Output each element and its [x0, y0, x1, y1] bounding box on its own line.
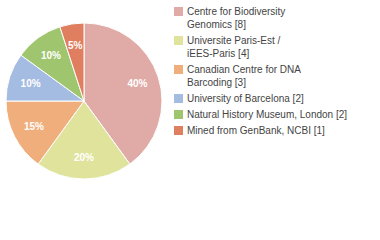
legend-swatch	[174, 65, 183, 74]
data-label: 5%	[68, 40, 83, 51]
legend-swatch	[174, 94, 183, 103]
legend-label: Centre for Biodiversity Genomics [8]	[187, 6, 288, 30]
data-label: 10%	[21, 78, 41, 89]
legend-label: University of Barcelona [2]	[187, 93, 304, 104]
legend: Centre for Biodiversity Genomics [8] Univ…	[174, 6, 347, 136]
chart: 40% 20% 15% 10% 10% 5% Centre for Biodiversity…	[0, 0, 380, 240]
data-labels: 40% 20% 15% 10% 10% 5%	[21, 40, 148, 163]
legend-label: Natural History Museum, London [2]	[187, 109, 347, 120]
data-label: 10%	[41, 50, 61, 61]
legend-swatch	[174, 110, 183, 119]
pie-slice	[6, 101, 84, 164]
data-label: 20%	[74, 152, 94, 163]
legend-swatch	[174, 126, 183, 135]
legend-swatch	[174, 7, 183, 16]
legend-label: Mined from GenBank, NCBI [1]	[187, 125, 325, 136]
pie-slice	[60, 23, 84, 101]
data-label: 40%	[127, 78, 147, 89]
legend-label: Canadian Centre for DNA Barcoding [3]	[187, 64, 303, 88]
legend-swatch	[174, 36, 183, 45]
legend-label: Universite Paris-Est / iEES-Paris [4]	[187, 35, 283, 59]
pie	[6, 23, 162, 179]
data-label: 15%	[24, 121, 44, 132]
